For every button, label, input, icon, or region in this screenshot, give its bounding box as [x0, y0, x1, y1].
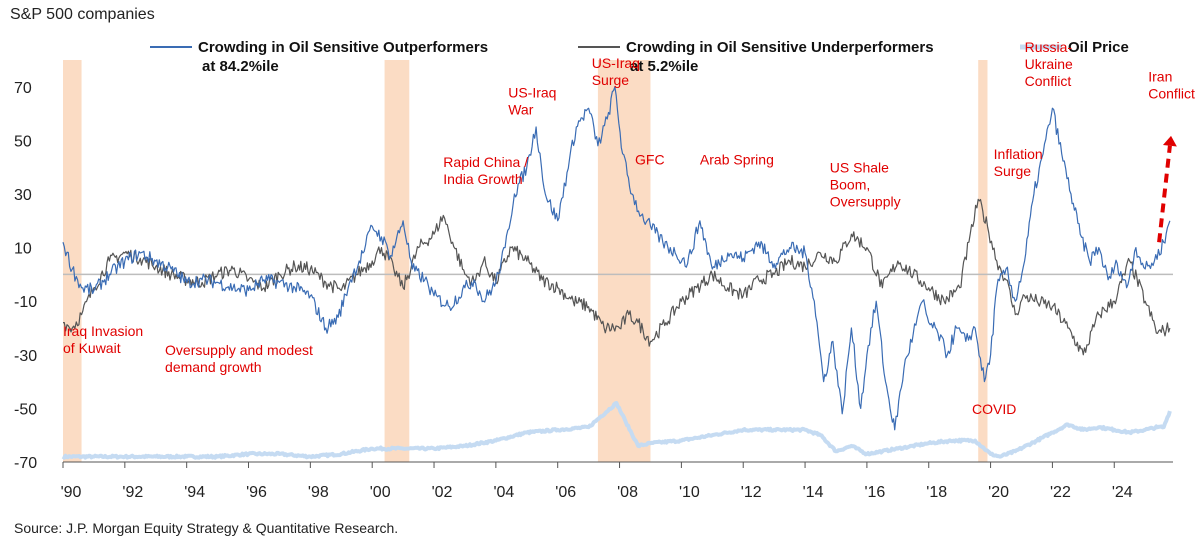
series-lines — [61, 86, 1172, 460]
x-tick-label: '24 — [1112, 484, 1133, 501]
shaded-periods — [63, 60, 988, 462]
y-tick-label: 70 — [14, 80, 32, 97]
annotation-line: Iran — [1148, 68, 1172, 84]
annotations: Iraq Invasion of Kuwait Oversupply and mod… — [63, 39, 1195, 417]
annotation-11: Iran Conflict — [1148, 68, 1195, 101]
annotation-line: Ukraine — [1025, 56, 1073, 72]
x-tick-label: '02 — [432, 484, 453, 501]
annotation-line: India Growth — [443, 171, 522, 187]
series-line-oil — [61, 401, 1172, 460]
annotation-line: US-Iraq — [508, 85, 556, 101]
annotation-7: US Shale Boom, Oversupply — [830, 160, 901, 210]
series-line-underperformers — [63, 198, 1171, 356]
y-tick-label: 10 — [14, 241, 32, 258]
annotation-line: Rapid China / — [443, 154, 528, 170]
x-tick-label: '22 — [1050, 484, 1071, 501]
annotation-8: COVID — [972, 401, 1016, 417]
x-tick-label: '92 — [122, 484, 143, 501]
annotation-line: Iraq Invasion — [63, 323, 143, 339]
iran-conflict-arrow-head — [1162, 135, 1177, 147]
y-tick-label: -30 — [14, 348, 37, 365]
annotation-line: Surge — [592, 72, 630, 88]
x-tick-label: '08 — [617, 484, 638, 501]
shaded-period-3 — [978, 60, 988, 462]
x-axis: '90 '92 '94 '96 '98 '00 '02 '04 '06 '08 '10 '12 '14 '… — [61, 461, 1173, 501]
annotation-line: Arab Spring — [700, 152, 774, 168]
annotation-line: US-Iraq — [592, 55, 640, 71]
legend: Crowding in Oil Sensitive Outperformers a… — [150, 39, 1129, 75]
x-tick-label: '90 — [61, 484, 82, 501]
shaded-period-0 — [63, 60, 82, 462]
annotation-line: US Shale — [830, 160, 889, 176]
source-note: Source: J.P. Morgan Equity Strategy & Qu… — [14, 520, 399, 536]
annotation-1: Oversupply and modest demand growth — [165, 342, 313, 375]
x-tick-label: '98 — [308, 484, 329, 501]
annotation-line: Russia- — [1025, 39, 1073, 55]
annotation-line: Conflict — [1148, 85, 1195, 101]
annotation-10: Russia-Ukraine Conflict — [1025, 39, 1073, 89]
x-tick-label: '16 — [864, 484, 885, 501]
legend-sublabel-underperformers: at 5.2%ile — [630, 58, 698, 75]
x-tick-label: '12 — [741, 484, 762, 501]
x-tick-label: '18 — [926, 484, 947, 501]
annotation-6: Arab Spring — [700, 152, 774, 168]
x-tick-label: '06 — [555, 484, 576, 501]
annotation-5: GFC — [635, 152, 665, 168]
x-tick-label: '10 — [679, 484, 700, 501]
x-tick-label: '20 — [988, 484, 1009, 501]
annotation-line: Inflation — [994, 146, 1043, 162]
legend-sublabel-outperformers: at 84.2%ile — [202, 58, 279, 75]
y-tick-label: -70 — [14, 455, 37, 472]
x-tick-label: '04 — [493, 484, 514, 501]
y-tick-label: 30 — [14, 187, 32, 204]
y-axis: 70 50 30 10 -10 -30 -50 -70 — [14, 80, 37, 472]
x-tick-label: '14 — [803, 484, 824, 501]
legend-label-underperformers: Crowding in Oil Sensitive Underperformer… — [626, 39, 934, 56]
series-line-outperformers — [62, 86, 1171, 431]
legend-label-outperformers: Crowding in Oil Sensitive Outperformers — [198, 39, 488, 56]
annotation-line: Boom, — [830, 177, 870, 193]
annotation-line: War — [508, 102, 533, 118]
annotation-line: Conflict — [1025, 73, 1072, 89]
x-tick-label: '00 — [370, 484, 391, 501]
annotation-line: COVID — [972, 401, 1016, 417]
annotation-line: GFC — [635, 152, 665, 168]
shaded-period-2 — [597, 60, 651, 462]
annotation-line: Oversupply and modest — [165, 342, 313, 358]
legend-label-oil: Oil Price — [1068, 39, 1129, 56]
annotation-4: US-Iraq Surge — [592, 55, 640, 88]
shaded-period-1 — [384, 60, 410, 462]
x-tick-label: '96 — [246, 484, 267, 501]
annotation-line: of Kuwait — [63, 340, 121, 356]
iran-conflict-arrow-shaft — [1157, 145, 1172, 243]
annotation-9: Inflation Surge — [994, 146, 1043, 179]
x-tick-label: '94 — [184, 484, 205, 501]
annotation-line: Surge — [994, 163, 1032, 179]
page-title: S&P 500 companies — [10, 6, 155, 23]
y-tick-label: -10 — [14, 294, 37, 311]
annotation-3: Rapid China / India Growth — [443, 154, 528, 187]
annotation-line: Oversupply — [830, 194, 901, 210]
annotation-0: Iraq Invasion of Kuwait — [63, 323, 143, 356]
y-tick-label: 50 — [14, 133, 32, 150]
annotation-line: demand growth — [165, 359, 262, 375]
annotation-2: US-Iraq War — [508, 85, 556, 118]
y-tick-label: -50 — [14, 401, 37, 418]
